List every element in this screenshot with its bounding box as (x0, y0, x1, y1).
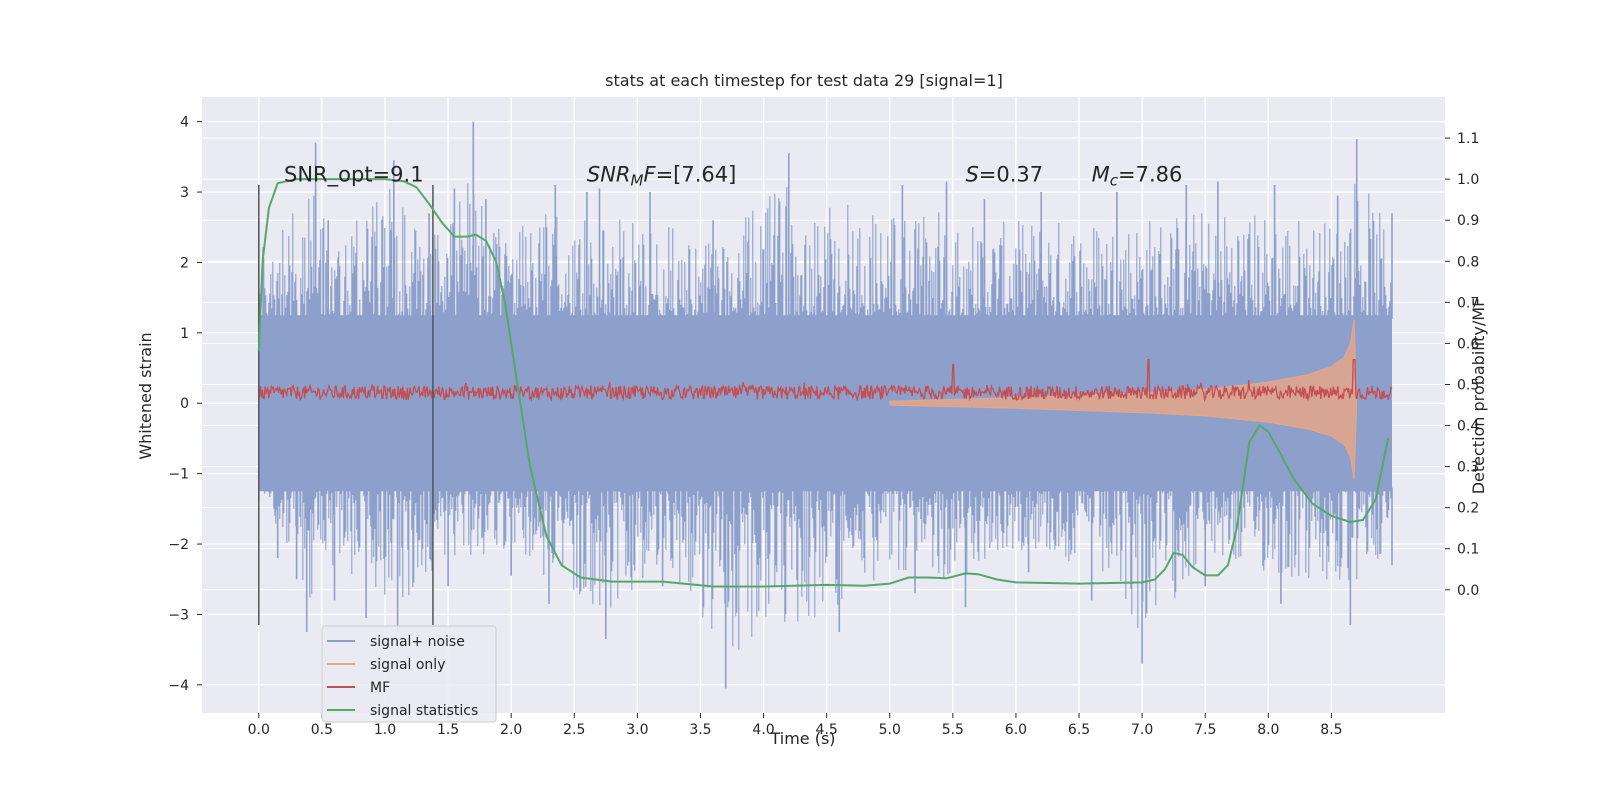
y2-tick-label: 0.4 (1457, 419, 1479, 435)
x-tick-label: 6.5 (1068, 722, 1090, 738)
signal-only-layer (889, 318, 1358, 480)
annotation-part: S (965, 162, 978, 186)
vertical-lines (258, 185, 434, 625)
mf-line (258, 358, 1393, 403)
annotation-part: M (631, 171, 644, 189)
annotation-text: SNRMF=[7.64] (587, 162, 736, 189)
signal-only-envelope (889, 318, 1358, 480)
signal-statistics-line (257, 178, 1390, 588)
x-tick-label: 1.5 (437, 722, 459, 738)
legend: signal+ noise signal only MF signal statist… (321, 625, 497, 723)
y-tick-label: −4 (168, 678, 189, 694)
y2-tick-label: 0.6 (1457, 336, 1479, 352)
y2-tick-label: 0.3 (1457, 460, 1479, 476)
legend-entry: signal only (370, 657, 445, 673)
annotations: SNR_opt=9.1 SNRMF=[7.64] S=0.37 Mc=7.86 (284, 162, 1182, 189)
mf-layer (258, 358, 1393, 403)
annotation-part: c (1110, 171, 1119, 189)
annotation-part: =0.37 (979, 162, 1043, 186)
y-tick-label: 3 (180, 185, 189, 201)
x-tick-label: 8.5 (1320, 722, 1342, 738)
annotation-part: =7.86 (1118, 162, 1182, 186)
x-axis-label: Time (s) (769, 729, 835, 748)
y2-tick-label: 0.5 (1457, 377, 1479, 393)
y2-axis-ticks: 1.1 1.0 0.9 0.8 0.7 0.6 0.5 0.4 0.3 0.2 0.1 0.0 (1445, 131, 1479, 599)
legend-entry: signal+ noise (370, 634, 465, 650)
x-tick-label: 3.5 (689, 722, 711, 738)
annotation-part: SNR (587, 162, 631, 186)
y-tick-label: −2 (168, 537, 189, 553)
y-axis-ticks: 4 3 2 1 0 −1 −2 −3 −4 (168, 115, 202, 694)
x-tick-label: 1.0 (374, 722, 396, 738)
x-tick-label: 5.5 (942, 722, 964, 738)
signal-statistics-layer (257, 178, 1390, 588)
annotation-part: M (1092, 162, 1110, 186)
x-tick-label: 4.0 (752, 722, 774, 738)
y-tick-label: −1 (168, 467, 189, 483)
x-tick-label: 4.5 (816, 722, 838, 738)
x-tick-label: 8.0 (1257, 722, 1279, 738)
y2-axis-label: Detection probability/MF (1469, 298, 1488, 495)
annotation-text: Mc=7.86 (1092, 162, 1183, 189)
annotation-part: SNR_opt=9.1 (284, 162, 424, 187)
x-tick-label: 2.0 (500, 722, 522, 738)
chart-title: stats at each timestep for test data 29 … (605, 71, 1003, 90)
annotation-part: F (643, 162, 656, 186)
x-tick-label: 0.5 (311, 722, 333, 738)
y2-tick-label: 1.1 (1457, 131, 1479, 147)
legend-entry: MF (370, 680, 390, 696)
y2-tick-label: 0.1 (1457, 542, 1479, 558)
annotation-text: S=0.37 (965, 162, 1043, 186)
x-tick-label: 0.0 (248, 722, 270, 738)
annotation-part: =[7.64] (656, 162, 737, 186)
y-tick-label: 4 (180, 115, 189, 131)
x-tick-label: 5.0 (879, 722, 901, 738)
x-tick-label: 7.0 (1131, 722, 1153, 738)
y2-tick-label: 0.9 (1457, 213, 1479, 229)
y2-tick-label: 0.0 (1457, 583, 1479, 599)
y-tick-label: 1 (180, 326, 189, 342)
x-tick-label: 2.5 (563, 722, 585, 738)
annotation-text: SNR_opt=9.1 (284, 162, 424, 187)
y2-tick-label: 0.8 (1457, 254, 1479, 270)
y-tick-label: −3 (168, 607, 189, 623)
x-tick-label: 6.0 (1005, 722, 1027, 738)
legend-box (321, 625, 497, 723)
x-tick-label: 7.5 (1194, 722, 1216, 738)
y2-tick-label: 0.7 (1457, 295, 1479, 311)
y-tick-label: 2 (180, 255, 189, 271)
x-axis-ticks: 0.0 0.5 1.0 1.5 2.0 2.5 3.0 3.5 4.0 4.5 5.0 5.5 6.0 6… (248, 713, 1343, 738)
y-tick-label: 0 (180, 396, 189, 412)
legend-entry: signal statistics (370, 703, 478, 719)
y2-tick-label: 1.0 (1457, 172, 1479, 188)
x-tick-label: 3.0 (626, 722, 648, 738)
y-axis-label: Whitened strain (136, 332, 155, 459)
y2-tick-label: 0.2 (1457, 501, 1479, 517)
